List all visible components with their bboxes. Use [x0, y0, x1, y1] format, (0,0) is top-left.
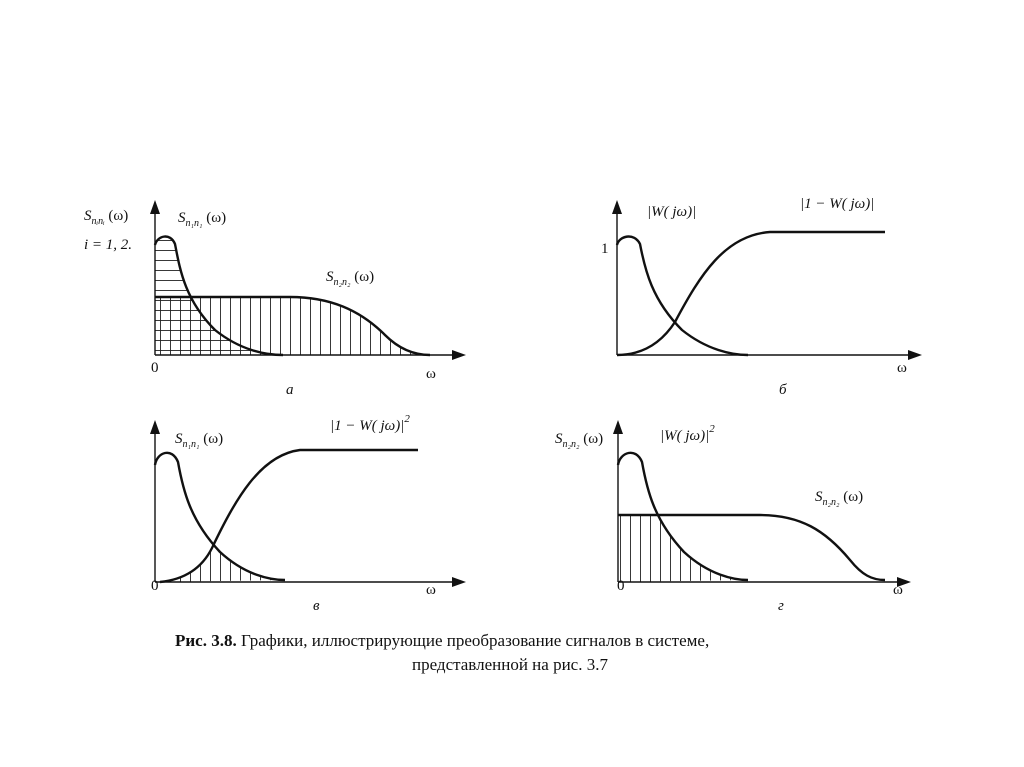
origin-label: 0 — [151, 360, 159, 376]
caption-line-2: представленной на рис. 3.7 — [412, 655, 608, 674]
y-arrow — [612, 200, 622, 214]
x-arrow — [908, 350, 922, 360]
y-arrow — [150, 420, 160, 434]
panel-letter: г — [778, 598, 784, 614]
caption-line-1: Рис. 3.8. Графики, иллюстрирующие преобр… — [175, 631, 709, 650]
panel-letter: а — [286, 382, 294, 398]
x-label: ω — [897, 360, 907, 376]
y-tick-1: 1 — [601, 241, 609, 257]
hatch-vertical — [155, 297, 430, 355]
label-1-minus-w-squared: |1 − W( jω)|2 — [330, 413, 410, 434]
y-label: Sn₂n₂ (ω) — [555, 431, 603, 450]
x-label: ω — [426, 366, 436, 382]
curve-sn2n2 — [618, 513, 886, 582]
panel-g: Sn₂n₂ (ω) |W( jω)|2 Sn₂n₂ (ω) 0 ω г — [555, 420, 911, 614]
x-label: ω — [893, 582, 903, 598]
panel-letter: б — [779, 382, 787, 398]
curve-sn1n1 — [153, 235, 284, 357]
hatch-vertical — [618, 515, 748, 582]
hatch-vertical — [160, 452, 285, 582]
x-arrow — [452, 350, 466, 360]
panel-letter: в — [313, 598, 320, 614]
curve-sn1n1 — [153, 451, 286, 582]
origin-label: 0 — [617, 578, 625, 594]
panel-v: Sn₁n₁ (ω) |1 − W( jω)|2 0 ω в — [150, 413, 466, 614]
index-note: i = 1, 2. — [84, 237, 132, 253]
label-sn2n2: Sn₂n₂ (ω) — [815, 489, 863, 508]
x-label: ω — [426, 582, 436, 598]
label-sn2n2: Sn₂n₂ (ω) — [326, 269, 374, 288]
curve-w-squared — [616, 451, 749, 582]
label-sn1n1: Sn₁n₁ (ω) — [175, 431, 223, 450]
curve-1-minus-w-squared — [159, 448, 418, 584]
y-label: Snᵢnᵢ (ω) — [84, 208, 128, 227]
y-arrow — [613, 420, 623, 434]
label-w-squared: |W( jω)|2 — [660, 423, 715, 444]
label-1-minus-w: |1 − W( jω)| — [800, 196, 874, 212]
curve-w — [615, 235, 749, 357]
x-arrow — [452, 577, 466, 587]
panel-a: Snᵢnᵢ (ω) i = 1, 2. Sn₁n₁ (ω) Sn₂n₂ (ω) … — [84, 200, 466, 398]
origin-label: 0 — [151, 578, 159, 594]
x-arrow — [897, 577, 911, 587]
label-w: |W( jω)| — [647, 204, 696, 220]
curve-sn2n2 — [155, 295, 431, 357]
y-arrow — [150, 200, 160, 214]
panel-b: 1 |W( jω)| |1 − W( jω)| ω б — [601, 196, 922, 398]
label-sn1n1: Sn₁n₁ (ω) — [178, 210, 226, 229]
curve-1-minus-w — [616, 230, 885, 357]
